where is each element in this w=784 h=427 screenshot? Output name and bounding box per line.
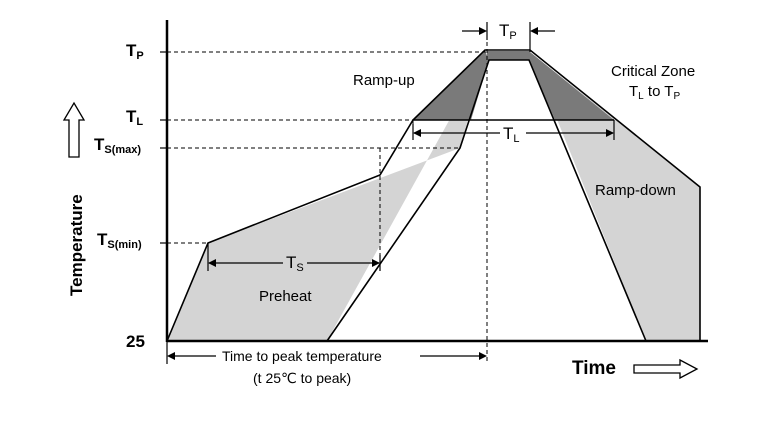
critical-zone-left-shade [413,51,489,120]
x-axis-arrow-icon [633,358,699,380]
tl-interval-label: TL [503,124,520,145]
ts-arrowhead-left [208,259,216,267]
upper-profile-curve [166,49,701,342]
ramp-up-label: Ramp-up [353,72,415,89]
tl-arrowhead-right [606,129,614,137]
ramp-down-label: Ramp-down [595,182,676,199]
tp-arrowhead-left [479,27,487,35]
tsmin-label: TS(min) [97,230,142,251]
ts-interval-label: TS [286,253,304,274]
ramp-up-region [167,52,700,341]
preheat-label: Preheat [259,288,312,305]
ambient-label: 25 [126,332,145,351]
critical-zone-label: Critical Zone [611,63,695,80]
x-axis-title: Time [572,358,616,379]
tp-label: TP [126,41,144,62]
y-axis-arrow-icon [62,101,86,158]
ts-arrowhead-right [372,259,380,267]
tp-interval-label: TP [499,21,517,42]
tp-arrowhead-right [530,27,538,35]
peak-time-label: Time to peak temperature [222,348,382,364]
y-axis-title: Temperature [67,194,86,296]
peak-time-arrowhead-left [167,352,175,360]
tl-label: TL [126,107,143,128]
critical-zone-range-label: TL to TP [629,83,680,102]
tsmax-label: TS(max) [94,135,141,156]
tl-arrowhead-left [413,129,421,137]
peak-time-arrowhead-right [479,352,487,360]
critical-zone-right-shade [529,52,614,120]
lower-profile-curve [326,59,647,342]
peak-plateau-shade [487,51,530,60]
peak-time-sublabel: (t 25℃ to peak) [253,370,351,386]
